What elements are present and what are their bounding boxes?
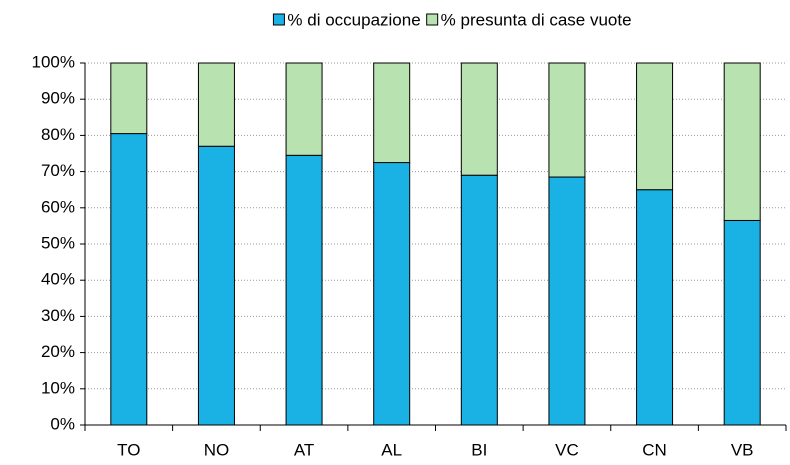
x-tick-label: TO: [117, 440, 140, 459]
y-tick-label: 20%: [41, 342, 75, 361]
y-tick-label: 40%: [41, 270, 75, 289]
bar-segment: [197, 62, 235, 147]
bar-segment: [373, 62, 411, 164]
bar-segment: [197, 145, 235, 426]
x-tick-label: BI: [471, 440, 487, 459]
x-tick-label: NO: [204, 440, 230, 459]
y-tick-label: 70%: [41, 161, 75, 180]
bar-segment: [723, 219, 761, 426]
bar-segment: [285, 154, 323, 426]
y-tick-label: 50%: [41, 233, 75, 252]
bar-segment: [548, 62, 586, 178]
y-tick-label: 100%: [32, 52, 75, 71]
y-tick-label: 60%: [41, 197, 75, 216]
x-tick-label: AT: [294, 440, 314, 459]
legend-swatch: [426, 13, 439, 26]
y-tick-label: 90%: [41, 89, 75, 108]
bar-segment: [723, 62, 761, 221]
legend-swatch: [272, 13, 285, 26]
legend-label: % di occupazione: [287, 10, 420, 29]
x-tick-label: AL: [381, 440, 402, 459]
bar-segment: [548, 176, 586, 426]
legend-label: % presunta di case vuote: [441, 10, 632, 29]
x-tick-label: VC: [555, 440, 579, 459]
bar-segment: [636, 189, 674, 426]
bar-segment: [460, 174, 498, 426]
bar-segment: [636, 62, 674, 191]
y-tick-label: 0%: [50, 414, 75, 433]
bar-segment: [460, 62, 498, 176]
y-tick-label: 80%: [41, 125, 75, 144]
bar-segment: [285, 62, 323, 156]
y-tick-label: 10%: [41, 378, 75, 397]
bar-segment: [110, 133, 148, 426]
y-tick-label: 30%: [41, 306, 75, 325]
bar-segment: [110, 62, 148, 135]
x-tick-label: VB: [731, 440, 754, 459]
x-tick-label: CN: [642, 440, 667, 459]
bar-segment: [373, 162, 411, 426]
